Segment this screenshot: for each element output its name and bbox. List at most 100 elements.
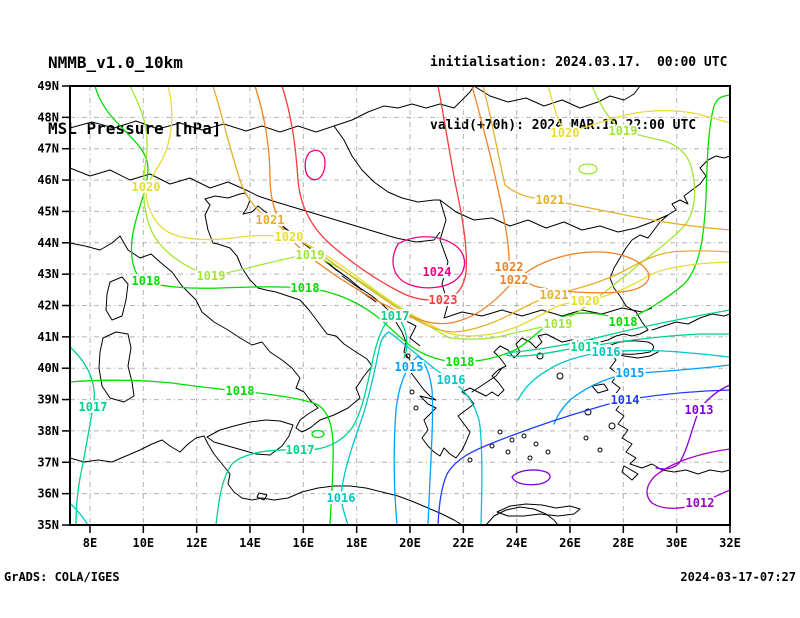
lon-label: 14E: [239, 536, 261, 550]
island-cyclades-4: [533, 441, 539, 447]
contour-1023: [281, 85, 468, 301]
contour-1021-east: [482, 85, 731, 231]
coastlines: [69, 155, 731, 526]
island-corsica: [105, 276, 129, 321]
contour-1012: [646, 448, 731, 509]
island-crete: [496, 503, 581, 517]
contour-1022-ridge: [254, 85, 515, 325]
lat-label: 45N: [37, 204, 59, 218]
contour-label-1016: 1016: [437, 373, 466, 387]
contour-label-1015: 1015: [616, 366, 645, 380]
lat-label: 35N: [37, 518, 59, 532]
lon-label: 18E: [346, 536, 368, 550]
lat-label: 38N: [37, 424, 59, 438]
island-sardinia: [98, 331, 135, 403]
border-ukraine: [473, 85, 641, 109]
valid-time: valid(+70h): 2024.MAR.19 22:00 UTC: [430, 118, 697, 133]
contour-1016-corner: [69, 502, 89, 526]
contour-1021-west: [212, 85, 731, 333]
island-corfu: [405, 353, 411, 359]
island-rhodes: [621, 465, 639, 481]
contour-label-1018: 1018: [132, 274, 161, 288]
gridlines: [70, 85, 731, 526]
island-lesbos: [591, 383, 609, 394]
contour-label-1019: 1019: [296, 248, 325, 262]
coastline-blacksea-east: [651, 313, 731, 331]
coastline-mainland: [69, 155, 731, 459]
island-cyclades-6: [489, 443, 495, 449]
render-timestamp: 2024-03-17-07:27: [680, 570, 796, 584]
country-borders: [69, 85, 669, 347]
lon-label: 22E: [452, 536, 474, 550]
contour-1017-ionian: [215, 315, 408, 526]
contour-1018-oval: [311, 429, 325, 439]
lat-label: 36N: [37, 487, 59, 501]
islands-dalmatian: [281, 225, 377, 303]
lat-label: 42N: [37, 299, 59, 313]
contour-label-1018: 1018: [291, 281, 320, 295]
contour-label-1017: 1017: [286, 443, 315, 457]
contour-1013: [655, 384, 731, 470]
contour-label-1019: 1019: [544, 317, 573, 331]
border-alps: [69, 167, 259, 197]
lon-label: 10E: [132, 536, 154, 550]
contour-label-1012: 1012: [686, 496, 715, 510]
lat-label: 48N: [37, 110, 59, 124]
header-right: initialisation: 2024.03.17. 00:00 UTC va…: [430, 10, 727, 178]
axis-labels: 8E 10E 12E 14E 16E 18E 20E 22E 24E 26E 28E 30E 32E 49…: [37, 79, 741, 550]
contour-label-1021: 1021: [540, 288, 569, 302]
contour-1018-main: [94, 85, 731, 363]
contour-1024-main: [392, 236, 466, 289]
contour-label-1021: 1021: [256, 213, 285, 227]
lon-label: 32E: [719, 536, 741, 550]
axis-ticks: [62, 85, 731, 533]
lat-label: 46N: [37, 173, 59, 187]
island-kos: [597, 447, 603, 453]
contour-label-1023: 1023: [429, 293, 458, 307]
island-chios: [584, 408, 592, 416]
contour-label-1017: 1017: [381, 309, 410, 323]
lat-label: 41N: [37, 330, 59, 344]
contour-1024-small: [304, 149, 326, 181]
island-malta: [256, 492, 268, 501]
contour-label-1019: 1019: [609, 124, 638, 138]
contour-label-1021: 1021: [536, 193, 565, 207]
contour-label-1016: 1016: [592, 345, 621, 359]
island-limnos: [556, 372, 564, 380]
contour-label-1017: 1017: [79, 400, 108, 414]
lon-label: 16E: [292, 536, 314, 550]
contour-label-1018: 1018: [446, 355, 475, 369]
contour-1019-oval: [578, 163, 598, 175]
contour-label-1020: 1020: [275, 230, 304, 244]
coastline-turkey-west: [609, 351, 731, 475]
contour-1016-ionian: [340, 331, 483, 526]
contour-1017-east: [505, 309, 731, 357]
contour-1015-ionian: [393, 355, 434, 526]
island-cyclades-2: [509, 437, 515, 443]
coastline-africa: [69, 435, 463, 526]
island-sicily: [206, 419, 294, 456]
contour-label-1014: 1014: [611, 393, 640, 407]
lon-label: 30E: [666, 536, 688, 550]
contour-label-1024: 1024: [423, 265, 452, 279]
contour-1020-west: [145, 85, 731, 337]
contour-label-1015: 1015: [395, 360, 424, 374]
lon-label: 26E: [559, 536, 581, 550]
lat-label: 39N: [37, 393, 59, 407]
contour-1016-east: [517, 349, 731, 401]
lat-label: 47N: [37, 142, 59, 156]
island-ikaria: [583, 435, 589, 441]
lon-label: 20E: [399, 536, 421, 550]
contour-label-1016: 1016: [327, 491, 356, 505]
contour-1015-east: [553, 364, 731, 425]
pressure-contours: [69, 85, 731, 526]
lon-label: 28E: [612, 536, 634, 550]
island-kythera: [467, 457, 473, 463]
island-zakynthos: [413, 405, 419, 411]
init-time: initialisation: 2024.03.17. 00:00 UTC: [430, 55, 728, 70]
contour-1022-east-loop: [522, 251, 650, 294]
contour-label-1017: 1017: [571, 340, 600, 354]
contour-1017-west: [69, 346, 96, 526]
lat-label: 40N: [37, 361, 59, 375]
